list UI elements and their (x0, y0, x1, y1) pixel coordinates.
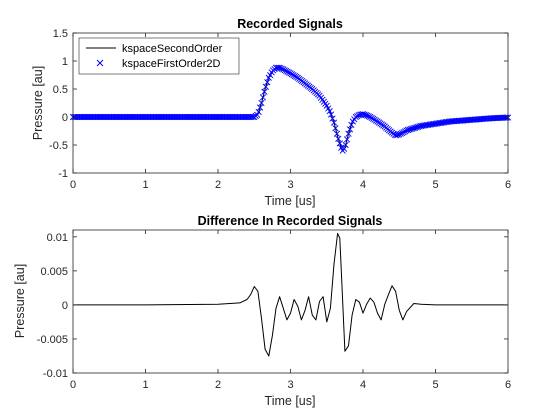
top-ytick-label: -0.5 (49, 140, 68, 152)
bottom-ytick-label: 0.005 (40, 266, 68, 278)
top-xtick-label: 0 (70, 179, 76, 191)
legend-label-series-2: kspaceFirstOrder2D (122, 58, 220, 70)
top-axes: Recorded Signals 0 1 2 3 4 5 6 -1 -0.5 0 0.5 1 1.5 T… (31, 17, 511, 208)
top-xtick-label: 6 (505, 179, 511, 191)
top-xtick-label: 4 (360, 179, 366, 191)
bottom-axes: Difference In Recorded Signals 0 1 2 3 4 5 6 -0… (13, 214, 511, 408)
top-xtick-label: 5 (432, 179, 438, 191)
bottom-ytick-label: -0.005 (37, 334, 68, 346)
top-ytick-label: 1 (62, 56, 68, 68)
bottom-ytick-label: 0.01 (47, 232, 68, 244)
top-ytick-label: 0.5 (53, 84, 68, 96)
top-ytick-label: -1 (58, 168, 68, 180)
bottom-xlabel: Time [us] (265, 394, 316, 408)
top-ylabel: Pressure [au] (31, 66, 45, 140)
top-ytick-label: 1.5 (53, 28, 68, 40)
top-xtick-label: 2 (215, 179, 221, 191)
top-xlabel: Time [us] (265, 194, 316, 208)
bottom-ytick-label: 0 (62, 300, 68, 312)
bottom-xtick-label: 4 (360, 379, 366, 391)
bottom-plot-area (73, 230, 508, 373)
legend-label-series-1: kspaceSecondOrder (122, 43, 223, 55)
bottom-xtick-label: 6 (505, 379, 511, 391)
bottom-title: Difference In Recorded Signals (198, 214, 383, 228)
bottom-ytick-label: -0.01 (43, 368, 68, 380)
top-xtick-label: 3 (287, 179, 293, 191)
bottom-xtick-label: 1 (142, 379, 148, 391)
bottom-xtick-label: 0 (70, 379, 76, 391)
bottom-xtick-label: 3 (287, 379, 293, 391)
bottom-xtick-label: 5 (432, 379, 438, 391)
top-title: Recorded Signals (237, 17, 343, 31)
top-xtick-label: 1 (142, 179, 148, 191)
top-ytick-label: 0 (62, 112, 68, 124)
bottom-xtick-label: 2 (215, 379, 221, 391)
top-legend: kspaceSecondOrder kspaceFirstOrder2D (79, 38, 239, 74)
bottom-ylabel: Pressure [au] (13, 264, 27, 338)
